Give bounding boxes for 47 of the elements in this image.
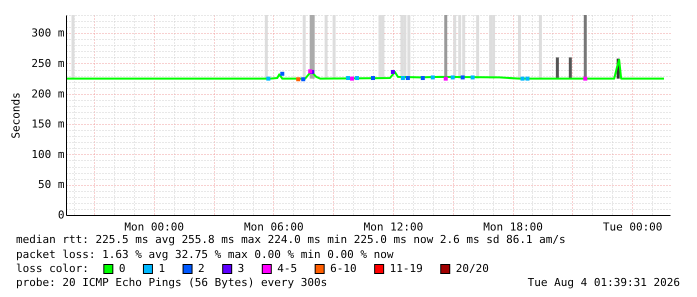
bar bbox=[538, 15, 542, 79]
bar bbox=[489, 15, 492, 79]
y-tick-label: 150 m bbox=[31, 118, 65, 131]
x-tick-label: Mon 06:00 bbox=[244, 220, 304, 234]
x-tick-label: Mon 00:00 bbox=[124, 220, 184, 234]
bar bbox=[400, 15, 404, 79]
legend-label: 6-10 bbox=[330, 262, 357, 275]
bar bbox=[378, 15, 382, 79]
y-axis-title: Seconds bbox=[9, 92, 22, 139]
legend-label: 2 bbox=[198, 262, 205, 275]
text: packet loss: 1.63 % avg 32.75 % max 0.00 % min 0.00 % now bbox=[16, 248, 394, 261]
bar bbox=[492, 15, 496, 79]
line-series bbox=[66, 58, 666, 80]
y-tick-label: 200 m bbox=[31, 87, 65, 100]
x-tick-label: Mon 18:00 bbox=[483, 220, 543, 234]
bar bbox=[264, 15, 268, 79]
bar bbox=[403, 15, 406, 79]
bar bbox=[324, 15, 328, 79]
bar bbox=[462, 15, 466, 79]
y-tick-label: 50 m bbox=[38, 178, 65, 192]
legend-label: 4-5 bbox=[277, 262, 298, 275]
legend-label: 11-19 bbox=[390, 262, 423, 275]
text: probe: 20 ICMP Echo Pings (56 Bytes) every 300s bbox=[16, 276, 328, 289]
legend-label: 3 bbox=[238, 262, 244, 275]
y-tick-label: 250 m bbox=[31, 56, 65, 70]
bar bbox=[518, 15, 521, 79]
bar bbox=[302, 15, 306, 79]
text: Tue Aug 4 01:39:31 2026 bbox=[528, 276, 680, 289]
x-tick-label: Mon 12:00 bbox=[364, 220, 424, 234]
y-tick-label: 0 bbox=[58, 208, 64, 222]
legend-label: 20/20 bbox=[456, 262, 489, 275]
bar bbox=[381, 15, 384, 79]
bar bbox=[332, 15, 336, 79]
bar bbox=[71, 15, 74, 79]
legend-label: 1 bbox=[158, 262, 166, 275]
bar bbox=[453, 15, 456, 79]
legend-title: loss color: bbox=[16, 262, 89, 275]
bar bbox=[476, 15, 480, 79]
bar bbox=[584, 15, 587, 79]
bar bbox=[568, 57, 572, 79]
text: median rtt: 225.5 ms avg 255.8 ms max 224.0 ms min 225.0 ms now 2.6 ms sd 86.1 am/s bbox=[16, 233, 566, 246]
y-tick-label: 300 m bbox=[31, 26, 65, 40]
bar bbox=[556, 57, 559, 79]
x-tick-label: Tue 00:00 bbox=[602, 220, 662, 234]
legend-label: 0 bbox=[118, 262, 126, 275]
y-tick-label: 100 m bbox=[31, 148, 65, 161]
bar bbox=[407, 15, 410, 79]
